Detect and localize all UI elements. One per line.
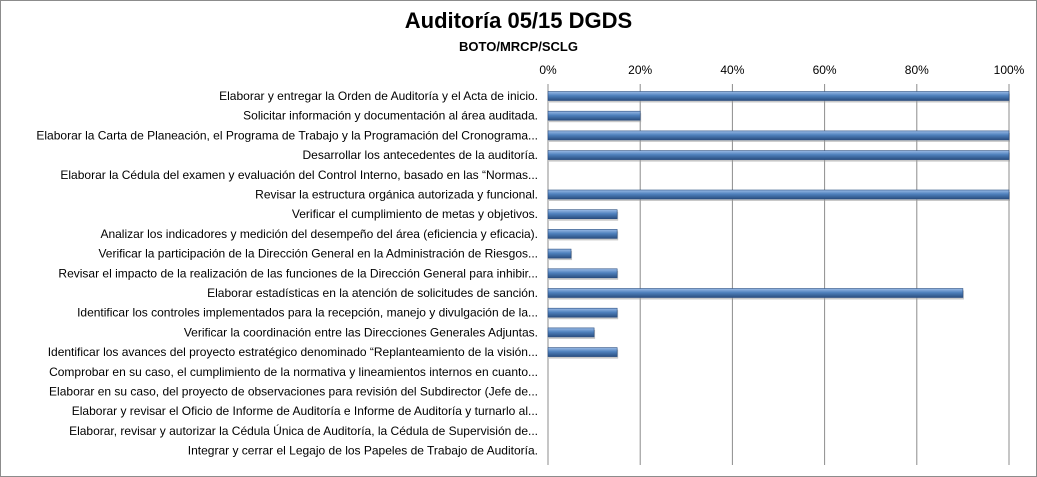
category-label: Solicitar información y documentación al… (243, 109, 538, 123)
x-tick-label: 100% (994, 63, 1025, 77)
bar (547, 307, 618, 318)
x-tick-label: 80% (905, 63, 929, 77)
bar (547, 189, 1010, 200)
category-label: Integrar y cerrar el Legajo de los Papel… (188, 444, 538, 458)
category-label: Verificar el cumplimiento de metas y obj… (292, 207, 538, 221)
category-label: Elaborar, revisar y autorizar la Cédula … (69, 423, 538, 438)
bar (547, 150, 1010, 160)
category-label: Elaborar en su caso, del proyecto de obs… (49, 385, 538, 399)
x-tick-label: 60% (813, 63, 837, 77)
category-label: Elaborar estadísticas en la atención de … (207, 286, 538, 300)
bar (547, 110, 641, 121)
bar (547, 288, 964, 298)
bar (547, 327, 595, 338)
bar (547, 209, 618, 219)
category-label: Comprobar en su caso, el cumplimiento de… (49, 365, 538, 379)
bar (547, 91, 1010, 101)
category-label: Identificar los avances del proyecto est… (48, 345, 538, 359)
category-label: Identificar los controles implementados … (77, 306, 538, 320)
category-label: Elaborar y revisar el Oficio de Informe … (72, 404, 538, 418)
category-label: Revisar la estructura orgánica autorizad… (255, 188, 538, 202)
category-label: Elaborar y entregar la Orden de Auditorí… (219, 89, 538, 103)
bar (547, 229, 618, 239)
chart-title: Auditoría 05/15 DGDS (404, 8, 633, 33)
category-label: Analizar los indicadores y medición del … (100, 227, 538, 241)
bar (547, 268, 618, 279)
bar (547, 248, 572, 259)
bar (547, 347, 618, 357)
category-label: Desarrollar los antecedentes de la audit… (303, 148, 538, 162)
category-label: Verificar la coordinación entre las Dire… (184, 325, 538, 339)
x-tick-label: 40% (720, 63, 744, 77)
bar (547, 130, 1010, 141)
category-label: Elaborar la Carta de Planeación, el Prog… (36, 128, 538, 142)
x-tick-label: 0% (539, 63, 557, 77)
category-label: Verificar la participación de la Direcci… (98, 247, 538, 261)
x-tick-label: 20% (628, 63, 652, 77)
category-label: Elaborar la Cédula del examen y evaluaci… (60, 168, 538, 182)
chart-subtitle: BOTO/MRCP/SCLG (459, 39, 578, 54)
category-label: Revisar el impacto de la realización de … (58, 266, 538, 280)
